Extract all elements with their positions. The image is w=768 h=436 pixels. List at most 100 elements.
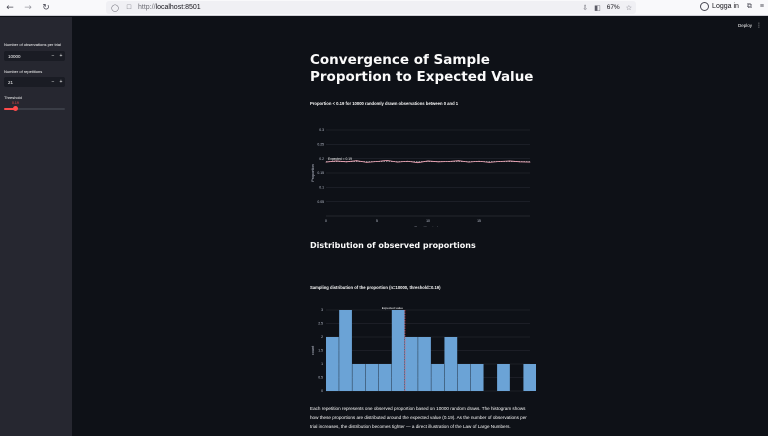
threshold-slider[interactable] [4, 106, 65, 111]
reload-icon[interactable]: ↻ [42, 2, 50, 13]
data-point [335, 160, 337, 162]
y-tick-label: 0 [321, 389, 323, 393]
data-point [468, 161, 470, 163]
x-tick-label: 15 [477, 219, 481, 223]
address-bar[interactable]: ◯ □ http://localhost:8501 ⇩ ◧ 67% ☆ [106, 1, 636, 14]
histogram-bar [497, 364, 510, 391]
forward-icon[interactable]: → [24, 2, 32, 13]
data-point [386, 159, 388, 161]
account-icon [700, 2, 710, 11]
reps-increment-button[interactable]: + [59, 79, 63, 85]
login-label: Logga in [712, 3, 739, 10]
data-point [519, 161, 521, 163]
data-point [397, 161, 398, 163]
histogram-chart: Sampling distribution of the proportion … [310, 285, 536, 393]
reps-label: Number of repetitions [4, 69, 43, 74]
translate-icon[interactable]: ◧ [594, 4, 601, 12]
data-point [346, 161, 347, 163]
y-tick-label: 2.5 [318, 322, 323, 326]
reps-value[interactable]: 21 [8, 79, 14, 85]
x-tick-label: 0 [325, 219, 327, 223]
y-tick-label: 0.15 [317, 171, 324, 175]
data-point [427, 160, 429, 162]
y-tick-label: 0.25 [317, 143, 324, 147]
histogram-bar [378, 364, 392, 391]
line-chart: Proportion < 0.19 for 10000 randomly dra… [310, 101, 531, 227]
obs-value[interactable]: 10000 [8, 53, 21, 59]
data-point [417, 162, 419, 164]
y-axis-label: count [311, 345, 315, 355]
threshold-value: 0.19 [12, 101, 19, 105]
histogram-bar [523, 364, 536, 391]
sidebar: Number of observations per trial 10000 −… [0, 17, 72, 436]
x-axis-label: Repetition index [414, 226, 441, 227]
y-tick-label: 0.2 [319, 157, 324, 161]
menu-icon[interactable]: ≡ [759, 3, 764, 10]
histogram-bar [352, 364, 366, 391]
data-point [325, 161, 327, 163]
threshold-slider-thumb[interactable] [13, 106, 19, 111]
data-point [437, 161, 439, 163]
browser-toolbar: ← → ↻ ◯ □ http://localhost:8501 ⇩ ◧ 67% … [0, 0, 768, 16]
data-point [478, 160, 480, 162]
description-text: Each repetition represents one observed … [310, 406, 527, 429]
obs-decrement-button[interactable]: − [51, 53, 55, 59]
data-point [407, 160, 408, 162]
y-tick-label: 2 [321, 335, 323, 339]
histogram-bar [404, 337, 418, 391]
y-tick-label: 1 [321, 362, 323, 366]
reps-number-input[interactable]: 21 − + [4, 77, 65, 87]
chart-title: Proportion < 0.19 for 10000 randomly dra… [310, 101, 459, 106]
login-button[interactable]: Logga in [700, 2, 739, 11]
data-point [488, 161, 490, 163]
star-icon[interactable]: ☆ [625, 4, 632, 12]
shield-icon[interactable]: ◯ [111, 4, 119, 12]
expected-label: Expected value [382, 306, 403, 310]
reps-decrement-button[interactable]: − [51, 79, 55, 85]
data-point [376, 161, 378, 162]
expected-label: Expected = 0.19 [328, 157, 352, 161]
main-menu-icon[interactable]: ⋮ [756, 22, 762, 29]
main-content: Deploy ⋮ Convergence of Sample Proportio… [72, 17, 768, 436]
y-tick-label: 0.5 [318, 376, 323, 380]
histogram-bar [444, 337, 458, 391]
page-title: Convergence of Sample Proportion to Expe… [310, 52, 534, 85]
back-icon[interactable]: ← [6, 2, 14, 13]
section-heading: Distribution of observed proportions [310, 241, 476, 250]
threshold-label: Threshold [4, 95, 22, 100]
histogram-bar [470, 364, 484, 391]
zoom-level[interactable]: 67% [606, 4, 620, 11]
obs-label: Number of observations per trial [4, 42, 61, 47]
y-tick-label: 3 [321, 308, 323, 312]
data-point [356, 160, 357, 162]
data-point [499, 161, 500, 162]
histogram-bar [391, 310, 405, 391]
url-prefix: http:// [138, 4, 156, 11]
data-point [448, 161, 449, 162]
histogram-bar [339, 310, 352, 391]
histogram-bar [431, 364, 445, 391]
y-tick-label: 0.1 [319, 186, 324, 190]
histogram-bar [365, 364, 379, 391]
page-icon: □ [126, 4, 132, 11]
y-tick-label: 1.5 [318, 349, 323, 353]
y-tick-label: 0.05 [317, 200, 324, 204]
obs-number-input[interactable]: 10000 − + [4, 51, 65, 61]
deploy-button[interactable]: Deploy [737, 23, 752, 28]
data-point [366, 161, 368, 163]
chart-title: Sampling distribution of the proportion … [310, 285, 441, 290]
obs-increment-button[interactable]: + [59, 53, 63, 59]
url-host: localhost:8501 [155, 4, 201, 11]
data-point [529, 161, 531, 163]
extensions-icon[interactable]: ⧉ [746, 2, 752, 10]
threshold-slider-fill [4, 108, 16, 110]
histogram-bar [326, 337, 339, 391]
x-tick-label: 10 [426, 219, 430, 223]
x-tick-label: 5 [376, 219, 378, 223]
download-icon[interactable]: ⇩ [582, 4, 589, 12]
data-point [509, 160, 510, 162]
histogram-bar [457, 364, 471, 391]
y-tick-label: 0.3 [319, 128, 324, 132]
y-axis-label: Proportion [311, 164, 315, 182]
histogram-bar [418, 337, 431, 391]
